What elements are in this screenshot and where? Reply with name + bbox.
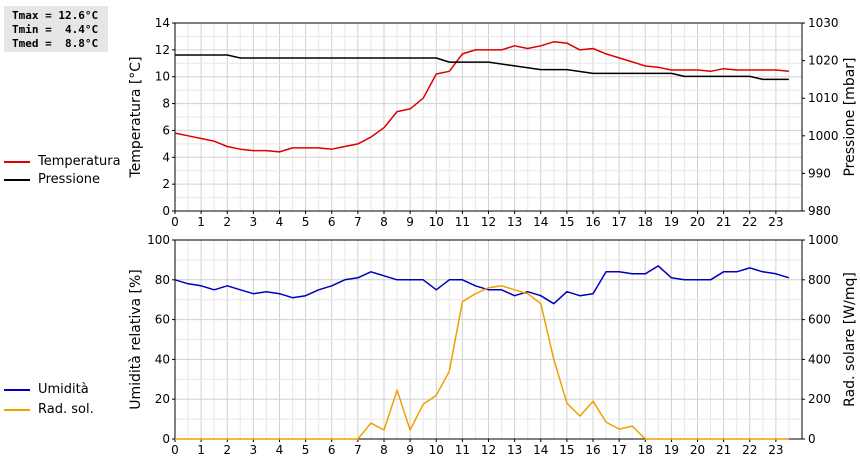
y-tick-label: 8 (162, 97, 170, 111)
y-tick-label: 20 (155, 392, 170, 406)
legend-swatch-temperatura (4, 161, 30, 163)
y2-axis-label: Rad. solare [W/mq] (842, 272, 858, 407)
series-line-temperatura (174, 41, 789, 153)
x-tick-label: 21 (716, 443, 731, 457)
x-tick-label: 14 (533, 215, 548, 229)
y2-tick-label: 800 (808, 273, 831, 287)
y-tick-label: 80 (155, 273, 170, 287)
x-tick-label: 14 (533, 443, 548, 457)
x-tick-label: 7 (354, 215, 362, 229)
x-tick-label: 2 (223, 443, 231, 457)
x-tick-label: 3 (250, 215, 258, 229)
y-tick-label: 40 (155, 352, 170, 366)
x-tick-label: 4 (276, 215, 284, 229)
y-tick-label: 0 (162, 204, 170, 218)
x-tick-label: 1 (197, 215, 205, 229)
y-tick-label: 10 (155, 70, 170, 84)
x-tick-label: 20 (690, 215, 705, 229)
y-tick-label: 2 (162, 177, 170, 191)
x-tick-label: 18 (638, 215, 653, 229)
series-line-umidit (174, 265, 790, 305)
x-tick-label: 23 (768, 215, 783, 229)
x-tick-label: 19 (664, 443, 679, 457)
series-line-rad-sol (175, 285, 789, 440)
y2-tick-label: 1030 (808, 16, 839, 30)
x-tick-label: 0 (171, 215, 179, 229)
y2-tick-label: 980 (808, 204, 831, 218)
legend-label-rad-sol: Rad. sol. (38, 402, 94, 417)
legend-swatch-pressione (4, 179, 30, 181)
x-tick-label: 7 (354, 443, 362, 457)
legend-swatch-umidita (4, 389, 30, 391)
y2-tick-label: 200 (808, 392, 831, 406)
y-tick-label: 100 (147, 233, 170, 247)
x-tick-label: 11 (455, 215, 470, 229)
tmax-text: Tmax = 12.6°C (12, 9, 99, 22)
y2-tick-label: 0 (808, 432, 816, 446)
y2-tick-label: 990 (808, 166, 831, 180)
y2-tick-label: 1010 (808, 91, 839, 105)
y2-tick-label: 600 (808, 313, 831, 327)
x-tick-label: 17 (611, 443, 626, 457)
y-tick-label: 60 (155, 313, 170, 327)
y-axis-label: Umidità relativa [%] (128, 269, 144, 410)
x-tick-label: 12 (481, 443, 496, 457)
x-tick-label: 5 (302, 215, 310, 229)
x-tick-label: 17 (611, 215, 626, 229)
x-tick-label: 6 (328, 443, 336, 457)
x-tick-label: 8 (380, 443, 388, 457)
x-tick-label: 9 (406, 443, 414, 457)
x-tick-label: 16 (585, 215, 600, 229)
x-tick-label: 5 (302, 443, 310, 457)
x-tick-label: 10 (429, 443, 444, 457)
y-tick-label: 0 (162, 432, 170, 446)
series-line-pressione (175, 54, 789, 81)
x-tick-label: 1 (197, 443, 205, 457)
y2-tick-label: 1000 (808, 129, 839, 143)
x-tick-label: 4 (276, 443, 284, 457)
y2-tick-label: 400 (808, 352, 831, 366)
tmin-text: Tmin = 4.4°C (12, 23, 99, 36)
y-axis-label: Temperatura [°C] (128, 56, 144, 178)
legend-label-temperatura: Temperatura (38, 154, 121, 169)
x-tick-label: 19 (664, 215, 679, 229)
y-tick-label: 14 (155, 16, 170, 30)
legend-label-pressione: Pressione (38, 172, 101, 187)
legend-swatch-rad-sol (4, 409, 30, 411)
y-tick-label: 4 (162, 150, 170, 164)
x-tick-label: 15 (559, 215, 574, 229)
x-tick-label: 15 (559, 443, 574, 457)
chart-panel-1: 0 1 2 3 4 5 6 7 8 9 10 11 12 13 14 15 16 17 18 19 20 21 22 2302… (128, 233, 858, 457)
legend-label-umidita: Umidità (38, 382, 89, 397)
x-tick-label: 6 (328, 215, 336, 229)
x-tick-label: 13 (507, 215, 522, 229)
y-tick-label: 6 (162, 123, 170, 137)
x-tick-label: 23 (768, 443, 783, 457)
y2-tick-label: 1000 (808, 233, 839, 247)
y-tick-label: 12 (155, 43, 170, 57)
tmed-text: Tmed = 8.8°C (12, 37, 99, 50)
x-tick-label: 22 (742, 443, 757, 457)
x-tick-label: 2 (223, 215, 231, 229)
x-tick-label: 3 (250, 443, 258, 457)
x-tick-label: 22 (742, 215, 757, 229)
x-tick-label: 8 (380, 215, 388, 229)
x-tick-label: 16 (585, 443, 600, 457)
y2-tick-label: 1020 (808, 54, 839, 68)
x-tick-label: 21 (716, 215, 731, 229)
x-tick-label: 11 (455, 443, 470, 457)
stats-box: Tmax = 12.6°C Tmin = 4.4°C Tmed = 8.8°C (4, 6, 108, 52)
x-tick-label: 13 (507, 443, 522, 457)
x-tick-label: 10 (429, 215, 444, 229)
x-tick-label: 0 (171, 443, 179, 457)
x-tick-label: 18 (638, 443, 653, 457)
y2-axis-label: Pressione [mbar] (842, 57, 858, 176)
chart-panel-0: 0 1 2 3 4 5 6 7 8 9 10 11 12 13 14 15 16 17 18 19 20 21 22 2302… (128, 16, 858, 229)
x-tick-label: 12 (481, 215, 496, 229)
x-tick-label: 20 (690, 443, 705, 457)
x-tick-label: 9 (406, 215, 414, 229)
